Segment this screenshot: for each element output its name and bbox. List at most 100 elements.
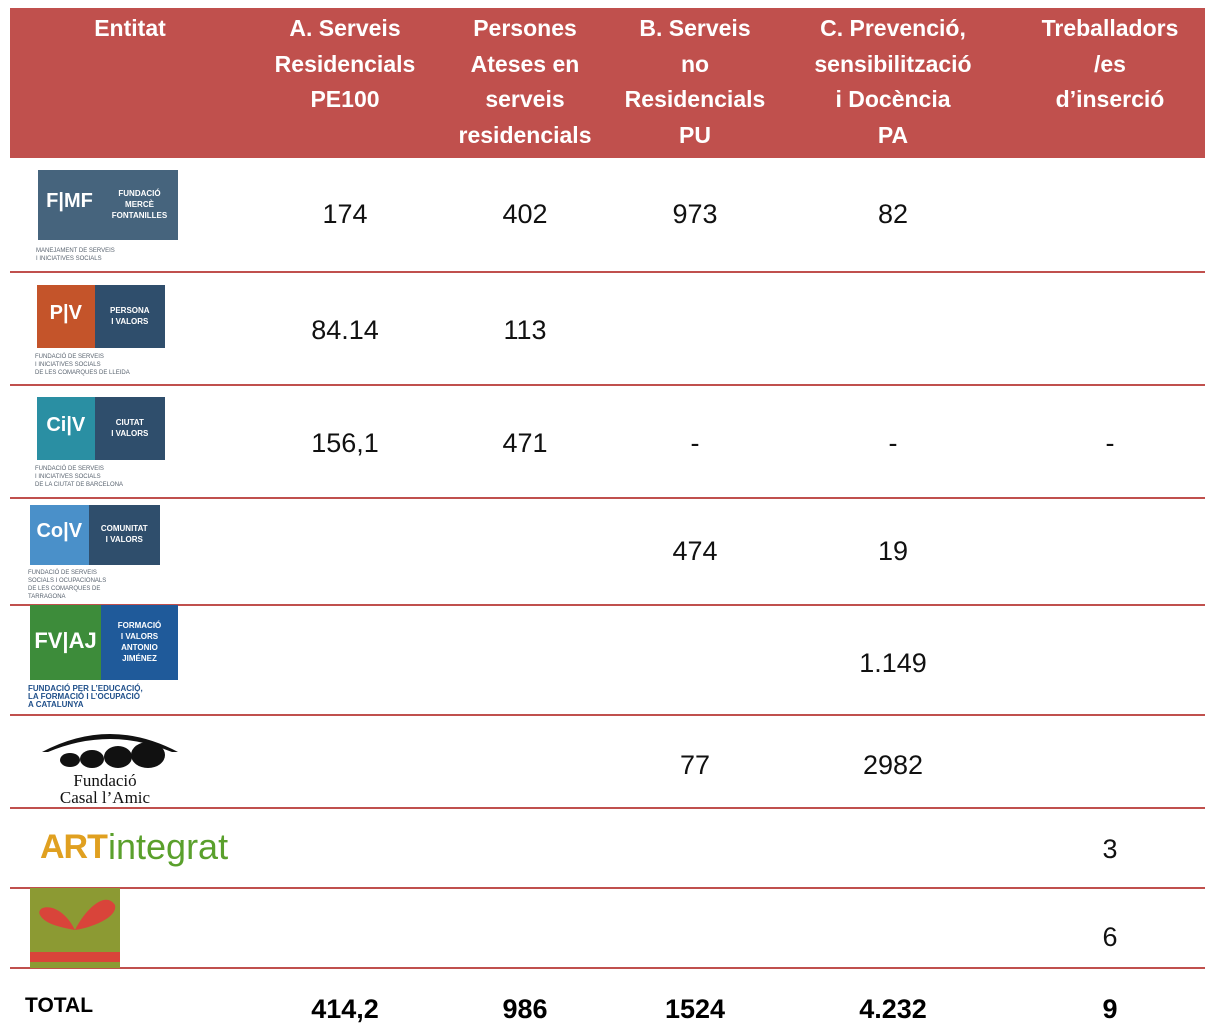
header-text: Persones xyxy=(473,15,577,41)
logo-tagline: FUNDACIÓ DE SERVEIS xyxy=(35,466,104,472)
header-text: Entitat xyxy=(94,15,166,41)
row-divider xyxy=(10,604,1205,606)
row-divider xyxy=(10,271,1205,273)
cell: 82 xyxy=(877,199,909,229)
cell: 1.149 xyxy=(859,648,927,678)
cell: 6 xyxy=(1102,922,1118,952)
logo-name: I VALORS xyxy=(111,316,149,326)
header-text: d’inserció xyxy=(1055,86,1165,112)
logo-tagline: DE LA CIUTAT DE BARCELONA xyxy=(35,482,124,488)
logo-mark: FV|AJ xyxy=(34,627,97,653)
logo-tagline: TARRAGONA xyxy=(28,594,66,600)
logo-name: PERSONA xyxy=(110,305,150,315)
header-text: /es xyxy=(1094,50,1126,77)
logo-name: FONTANILLES xyxy=(111,210,168,220)
header-text: serveis xyxy=(485,86,565,112)
cell: 84.14 xyxy=(311,315,379,345)
total-cell: 9 xyxy=(1102,994,1118,1024)
row-divider xyxy=(10,807,1205,809)
row-divider xyxy=(10,887,1205,889)
cell: 3 xyxy=(1102,834,1118,864)
logo-right xyxy=(101,605,178,680)
header-text: i Docència xyxy=(835,86,951,112)
logo-right xyxy=(101,170,178,240)
total-cell: 414,2 xyxy=(311,994,379,1024)
cell: - xyxy=(1105,428,1115,458)
cell: 77 xyxy=(679,750,711,780)
logo-roof xyxy=(42,734,178,768)
logo-left xyxy=(38,170,101,240)
logo-name: JIMÉNEZ xyxy=(122,653,157,663)
cell: 2982 xyxy=(862,750,924,780)
header-text: A. Serveis xyxy=(289,15,401,41)
logo-tagline: MANEJAMENT DE SERVEIS xyxy=(36,248,115,254)
header-text: PE100 xyxy=(310,86,380,112)
cell: 474 xyxy=(672,536,718,566)
logo-mark: Ci|V xyxy=(46,413,86,436)
logo-flower xyxy=(39,899,116,930)
header-text: PA xyxy=(877,121,909,148)
cell: 113 xyxy=(503,315,547,345)
total-cell: 986 xyxy=(502,994,548,1024)
logo-name: FORMACIÓ xyxy=(117,620,162,630)
cell: 973 xyxy=(672,199,718,229)
logo-tagline: I INICIATIVES SOCIALS xyxy=(36,256,102,262)
logo-name: CIUTAT xyxy=(115,417,144,427)
row-divider xyxy=(10,497,1205,499)
logo-name: integrat xyxy=(108,826,229,867)
logo-name: COMUNITAT xyxy=(100,524,148,533)
cell: 471 xyxy=(502,428,548,458)
logo-right xyxy=(88,505,160,565)
logo-name: FUNDACIÓ xyxy=(118,188,161,198)
logo-tagline: DE LES COMARQUES DE LLEIDA xyxy=(35,370,130,376)
cell: 402 xyxy=(502,199,548,229)
logo-left xyxy=(37,397,95,460)
logo-left xyxy=(37,285,95,348)
header-text: B. Serveis xyxy=(639,15,751,41)
logo-name: ANTONIO xyxy=(121,642,158,652)
total-cell: 1524 xyxy=(664,994,726,1024)
logo-mark: Co|V xyxy=(36,520,83,542)
logo-mark: ART xyxy=(40,828,108,866)
logo-right xyxy=(94,285,165,348)
logo-name: MERCÈ xyxy=(125,199,154,209)
logo-tagline: DE LES COMARQUES DE xyxy=(28,586,101,592)
cell: 19 xyxy=(877,536,909,566)
logo-left xyxy=(30,605,102,680)
logo-name: I VALORS xyxy=(111,428,149,438)
header-text: C. Prevenció, xyxy=(820,15,966,41)
logo-name: I VALORS xyxy=(105,535,143,544)
logo-tagline: LA FORMACIÓ I L’OCUPACIÓ xyxy=(28,692,140,701)
total-label: TOTAL xyxy=(25,994,94,1017)
cell: 156,1 xyxy=(311,428,379,458)
logo-tagline: I INICIATIVES SOCIALS xyxy=(35,474,101,480)
row-divider xyxy=(10,967,1205,969)
logo-right xyxy=(94,397,165,460)
logo-tagline: FUNDACIÓ DE SERVEIS xyxy=(28,570,97,576)
header-band xyxy=(10,8,1205,158)
row-divider xyxy=(10,714,1205,716)
logo-mark: F|MF xyxy=(46,190,93,212)
logo-name: Casal l’Amic xyxy=(59,788,151,807)
row-divider xyxy=(10,384,1205,386)
header-text: Residencials xyxy=(274,50,416,77)
logo-tagline: A CATALUNYA xyxy=(28,700,84,709)
logo-tagline: SOCIALS I OCUPACIONALS xyxy=(28,578,107,584)
logo-name: I VALORS xyxy=(120,631,159,641)
logo-tagline: I INICIATIVES SOCIALS xyxy=(35,362,101,368)
cell: - xyxy=(690,428,700,458)
cell: - xyxy=(888,428,898,458)
logo-tagline: FUNDACIÓ DE SERVEIS xyxy=(35,354,104,360)
cell: 174 xyxy=(322,199,368,229)
logo-mark: P|V xyxy=(49,301,82,324)
header-text: Residencials xyxy=(624,86,766,112)
header-text: Treballadors xyxy=(1041,15,1179,41)
logo-strip xyxy=(30,952,120,962)
header-text: residencials xyxy=(458,121,592,148)
logo-tagline: FUNDACIÓ PER L’EDUCACIÓ, xyxy=(28,684,143,693)
total-cell: 4.232 xyxy=(859,994,927,1024)
logo-name: Fundació xyxy=(73,771,137,790)
header-text: Ateses en xyxy=(470,50,580,77)
logo-left xyxy=(30,505,89,565)
